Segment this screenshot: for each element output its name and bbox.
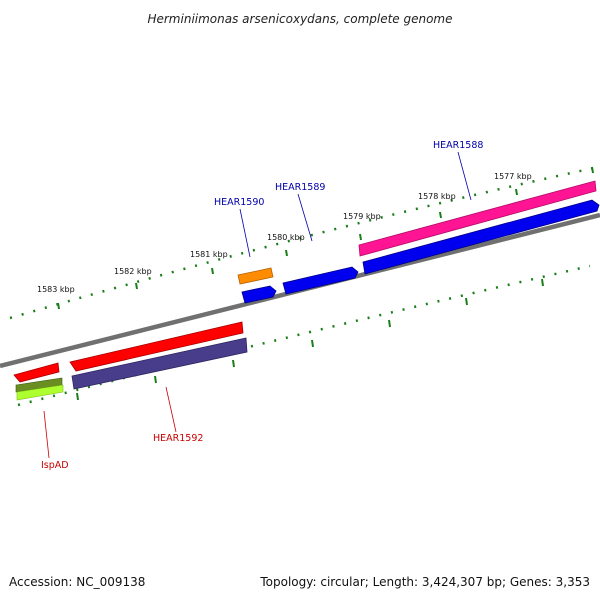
ruler-tick (359, 233, 362, 241)
gene-label-hear1592[interactable]: HEAR1592 (153, 433, 203, 444)
gene-label-connectors (43, 151, 472, 459)
gene-hear1592-slate[interactable] (71, 337, 248, 390)
ruler-tick (135, 282, 138, 290)
ruler-label: 1579 kbp (343, 212, 381, 221)
gene-label-hear1589[interactable]: HEAR1589 (275, 182, 325, 193)
ruler-tick (211, 267, 214, 275)
gene-hear1588-blue[interactable] (362, 199, 600, 275)
connector-hear1589 (297, 193, 313, 242)
ruler-tick (154, 375, 157, 384)
gene-label-hear1588[interactable]: HEAR1588 (433, 140, 483, 151)
gene-hear1590-upper[interactable] (237, 267, 274, 285)
gene-ispad-red[interactable] (13, 362, 60, 383)
ruler-tick (311, 339, 314, 348)
gene-hear1590-lower[interactable] (241, 285, 277, 304)
gene-ispad-lime[interactable] (16, 384, 64, 401)
upper-strand-features (237, 180, 600, 304)
map-title: Herminiimonas arsenicoxydans, complete g… (147, 12, 452, 26)
ruler-label: 1583 kbp (37, 285, 75, 294)
ruler-tick (57, 302, 60, 310)
ruler-tick (439, 211, 442, 219)
gene-hear1592[interactable] (69, 321, 244, 372)
connector-hear1590 (239, 208, 251, 258)
gene-hear1589[interactable] (282, 266, 359, 295)
accession-label: Accession: NC_009138 (9, 575, 145, 589)
gene-label-ispad[interactable]: IspAD (41, 460, 69, 471)
ruler-tick (515, 188, 518, 196)
connector-hear1588 (457, 151, 472, 201)
ruler-tick (232, 359, 235, 368)
ruler-tick (465, 297, 468, 306)
ruler-label: 1580 kbp (267, 233, 305, 242)
genome-summary-label: Topology: circular; Length: 3,424,307 bp… (259, 575, 590, 589)
ruler-tick (285, 249, 288, 257)
lower-strand-features (13, 321, 248, 401)
gene-hear1588-pink[interactable] (358, 180, 597, 257)
ruler-label: 1578 kbp (418, 192, 456, 201)
ruler-label: 1581 kbp (190, 250, 228, 259)
connector-hear1592 (165, 386, 177, 433)
ruler-tick (541, 278, 544, 287)
outer-ruler-major-ticks (57, 166, 594, 310)
connector-ispad (43, 410, 50, 459)
inner-ruler-major-ticks (76, 278, 544, 401)
ruler-tick (76, 392, 79, 401)
ruler-label: 1582 kbp (114, 267, 152, 276)
ruler-label: 1577 kbp (494, 172, 532, 181)
gene-label-hear1590[interactable]: HEAR1590 (214, 197, 264, 208)
ruler-tick (388, 319, 391, 328)
ruler-tick (591, 166, 594, 174)
